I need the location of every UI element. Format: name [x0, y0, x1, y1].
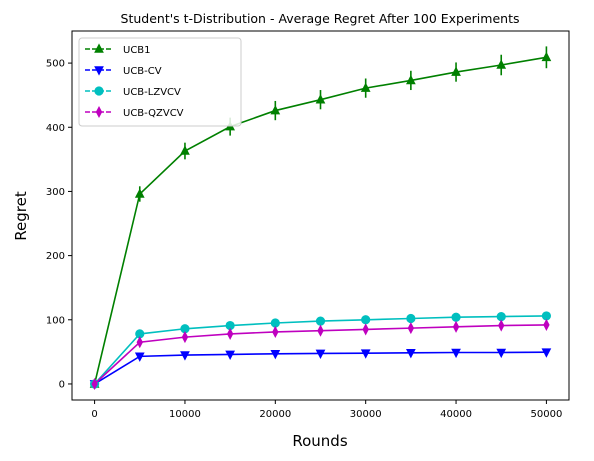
legend-box	[78, 37, 242, 127]
series-ucb-cv	[89, 348, 552, 390]
data-point-ucb-cv	[225, 350, 235, 361]
plot-frame	[71, 30, 570, 401]
chart-title: Student's t-Distribution - Average Regre…	[121, 11, 520, 26]
y-axis-label: Regret	[12, 191, 30, 241]
legend-label-ucb-qzvcv: UCB-QZVCV	[123, 108, 184, 119]
data-point-ucb-cv	[451, 348, 461, 359]
data-point-ucb-qzvcv	[317, 324, 324, 337]
y-tick-label: 200	[46, 251, 65, 262]
data-point-ucb1	[270, 105, 281, 115]
x-tick-label: 50000	[531, 409, 563, 420]
series-ucb-qzvcv	[91, 318, 550, 391]
data-point-ucb-cv	[134, 352, 145, 362]
data-point-ucb-lzvcv	[315, 316, 326, 326]
x-tick-label: 20000	[259, 409, 291, 420]
data-point-ucb-qzvcv	[136, 336, 143, 349]
legend-item-ucb1: UCB1	[85, 43, 151, 56]
legend-item-ucb-cv: UCB-CV	[85, 66, 162, 77]
legend-label-ucb1: UCB1	[123, 45, 151, 56]
data-point-ucb-lzvcv	[406, 313, 416, 324]
data-point-ucb-qzvcv	[91, 377, 98, 391]
legend-item-ucb-lzvcv: UCB-LZVCV	[85, 86, 181, 98]
data-point-ucb-cv	[406, 349, 416, 359]
data-point-ucb1	[451, 66, 461, 76]
y-tick-label: 0	[59, 379, 65, 390]
data-point-ucb1	[541, 51, 552, 62]
data-point-ucb-qzvcv	[226, 327, 234, 340]
data-point-ucb1	[360, 82, 371, 92]
data-point-ucb1	[496, 59, 507, 69]
data-point-ucb-qzvcv	[498, 319, 505, 332]
legend: UCB1 UCB-CV UCB-LZVCV UCB-QZVCV	[78, 37, 242, 127]
data-point-ucb-qzvcv	[272, 325, 279, 339]
data-point-ucb-cv	[360, 349, 371, 359]
data-point-ucb1	[406, 74, 416, 85]
legend-item-ucb-qzvcv: UCB-QZVCV	[85, 105, 184, 119]
legend-marker-ucb1	[94, 43, 104, 53]
data-point-ucb-qzvcv	[362, 323, 369, 336]
data-point-ucb-qzvcv	[407, 322, 415, 335]
series-ucb-lzvcv	[89, 311, 552, 389]
legend-marker-ucb-cv	[94, 66, 104, 76]
y-axis: 0 100 200 300 400 500	[46, 59, 72, 390]
data-point-ucb-qzvcv	[181, 331, 189, 344]
data-point-ucb-cv	[541, 348, 552, 358]
x-axis-label: Rounds	[292, 432, 347, 450]
data-point-ucb-qzvcv	[452, 320, 460, 333]
x-axis: 0 10000 20000 30000 40000 50000	[91, 400, 562, 420]
data-point-ucb-cv	[496, 348, 507, 359]
data-point-ucb1	[134, 188, 145, 198]
data-point-ucb1	[180, 145, 190, 155]
legend-marker-ucb-qzvcv	[95, 105, 103, 119]
data-point-ucb-cv	[315, 349, 326, 360]
x-tick-label: 10000	[169, 409, 201, 420]
data-point-ucb-lzvcv	[451, 312, 461, 322]
legend-label-ucb-cv: UCB-CV	[123, 66, 162, 77]
y-tick-label: 400	[46, 123, 65, 134]
data-point-ucb-cv	[270, 349, 281, 360]
x-tick-label: 40000	[440, 409, 472, 420]
data-point-ucb-qzvcv	[543, 318, 550, 331]
x-tick-label: 0	[91, 409, 97, 420]
data-point-ucb-lzvcv	[361, 315, 371, 325]
y-tick-label: 500	[46, 59, 65, 70]
y-tick-label: 300	[46, 187, 65, 198]
data-point-ucb1	[315, 94, 326, 104]
legend-label-ucb-lzvcv: UCB-LZVCV	[123, 87, 181, 98]
data-point-ucb-cv	[180, 351, 190, 361]
plot-area	[89, 46, 552, 391]
y-tick-label: 100	[46, 315, 65, 326]
legend-marker-ucb-lzvcv	[94, 86, 104, 96]
x-tick-label: 30000	[350, 409, 382, 420]
